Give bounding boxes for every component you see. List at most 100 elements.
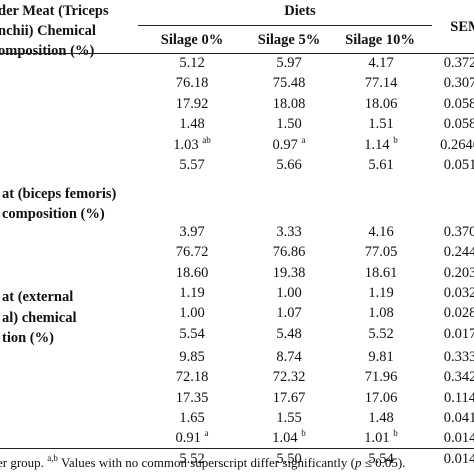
header-title-line-1: der Meat (Triceps — [0, 3, 109, 19]
sem-value: 0.2646 — [440, 137, 474, 153]
table-cell: 72.18 — [142, 370, 242, 385]
significance-superscript: b — [393, 428, 398, 438]
col-header-silage-5: Silage 5% — [257, 32, 321, 48]
cell-value: 0.97 — [272, 137, 298, 153]
table-cell: 0.91 a — [142, 428, 242, 446]
significance-superscript: b — [301, 428, 306, 438]
table-cell: 18.06 — [331, 97, 431, 112]
sem-value: 0.342 — [443, 369, 474, 385]
cell-value: 5.61 — [368, 157, 394, 173]
significance-superscript: ab — [202, 135, 211, 145]
cell-value: 17.92 — [175, 96, 209, 112]
col-header-silage-0: Silage 0% — [160, 32, 224, 48]
cell-value: 5.52 — [179, 451, 205, 467]
significance-superscript: b — [393, 135, 398, 145]
cell-value: 77.14 — [364, 75, 398, 91]
footnote-suffix: ≤ 0.05). — [361, 455, 406, 470]
sem-value: 0.017 — [443, 326, 474, 342]
cell-value: 18.08 — [272, 96, 306, 112]
section-2-title-line-1: at (biceps femoris) — [2, 186, 117, 202]
cell-value: 72.32 — [272, 369, 306, 385]
sem-value: 0.014 — [443, 451, 474, 467]
sem-cell: 0.028 — [410, 306, 474, 321]
table-cell: 76.86 — [239, 245, 339, 260]
footnote-prefix: er group. — [0, 455, 48, 470]
header-title-line-3: omposition (%) — [0, 43, 95, 59]
sem-cell: 0.014 — [410, 452, 474, 467]
cell-value: 75.48 — [272, 75, 306, 91]
footnote-text: Values with no common superscript differ… — [57, 455, 355, 470]
cell-value: 1.65 — [179, 410, 205, 426]
cell-value: 5.97 — [276, 55, 302, 71]
table-cell: 1.03 ab — [142, 135, 242, 153]
cell-value: 1.19 — [179, 285, 205, 301]
sem-cell: 0.370 — [410, 225, 474, 240]
table-cell: 1.19 — [142, 286, 242, 301]
sem-cell: 0.244 — [410, 245, 474, 260]
cell-value: 1.19 — [368, 285, 394, 301]
table-cell: 5.61 — [331, 158, 431, 173]
section-3-title-line-1: at (external — [2, 289, 74, 305]
table-cell: 4.17 — [331, 56, 431, 71]
table-cell: 1.14 b — [331, 135, 431, 153]
cell-value: 71.96 — [364, 369, 398, 385]
table-cell: 71.96 — [331, 370, 431, 385]
cell-value: 0.91 — [175, 430, 201, 446]
sem-cell: 0.2646 — [410, 138, 474, 153]
table-cell: 1.04 b — [239, 428, 339, 446]
table-cell: 17.92 — [142, 97, 242, 112]
table-cell: 0.97 a — [239, 136, 339, 153]
cell-value: 72.18 — [175, 369, 209, 385]
table-cell: 5.50 — [239, 452, 339, 467]
table-cell: 3.33 — [239, 225, 339, 240]
cell-value: 3.97 — [179, 224, 205, 240]
table-cell: 19.38 — [239, 266, 339, 281]
cell-value: 18.06 — [364, 96, 398, 112]
footnote-superscript: a,b — [47, 453, 58, 463]
cell-value: 18.60 — [175, 265, 209, 281]
cell-value: 5.50 — [276, 451, 302, 467]
diets-underline — [138, 25, 432, 26]
section-3-title-line-3: tion (%) — [2, 330, 54, 346]
table-cell: 1.50 — [239, 117, 339, 132]
cell-value: 1.51 — [368, 116, 394, 132]
table-cell: 1.07 — [239, 306, 339, 321]
cell-value: 1.48 — [179, 116, 205, 132]
sem-value: 0.058 — [443, 96, 474, 112]
cell-value: 4.16 — [368, 224, 394, 240]
table-cell: 1.48 — [142, 117, 242, 132]
table-cell: 77.14 — [331, 76, 431, 91]
table-cell: 72.32 — [239, 370, 339, 385]
table-cell: 18.60 — [142, 266, 242, 281]
significance-superscript: a — [204, 428, 209, 438]
sem-value: 0.041 — [443, 410, 474, 426]
cell-value: 1.08 — [368, 305, 394, 321]
table-cell: 5.52 — [142, 452, 242, 467]
table-cell: 5.48 — [239, 327, 339, 342]
sem-cell: 0.051 — [410, 158, 474, 173]
table-cell: 76.18 — [142, 76, 242, 91]
section-2-title-line-2: composition (%) — [2, 206, 105, 222]
cell-value: 18.61 — [364, 265, 398, 281]
sem-cell: 0.041 — [410, 411, 474, 426]
sem-cell: 0.372 — [410, 56, 474, 71]
table-cell: 3.97 — [142, 225, 242, 240]
cell-value: 76.72 — [175, 244, 209, 260]
cell-value: 1.07 — [276, 305, 302, 321]
cell-value: 17.35 — [175, 390, 209, 406]
header-rule — [0, 53, 474, 54]
cell-value: 1.04 — [272, 430, 298, 446]
cell-value: 5.54 — [368, 451, 394, 467]
sem-value: 0.058 — [443, 116, 474, 132]
cell-value: 1.14 — [364, 137, 390, 153]
table-cell: 1.01 b — [331, 428, 431, 446]
cell-value: 1.00 — [179, 305, 205, 321]
cell-value: 4.17 — [368, 55, 394, 71]
footnote-p-symbol: p — [354, 455, 362, 470]
table-footnote: er group. a,b Values with no common supe… — [0, 453, 406, 471]
sem-value: 0.333 — [443, 349, 474, 365]
sem-value: 0.028 — [443, 305, 474, 321]
cell-value: 5.66 — [276, 157, 302, 173]
table-cell: 1.08 — [331, 306, 431, 321]
sem-cell: 0.017 — [410, 327, 474, 342]
